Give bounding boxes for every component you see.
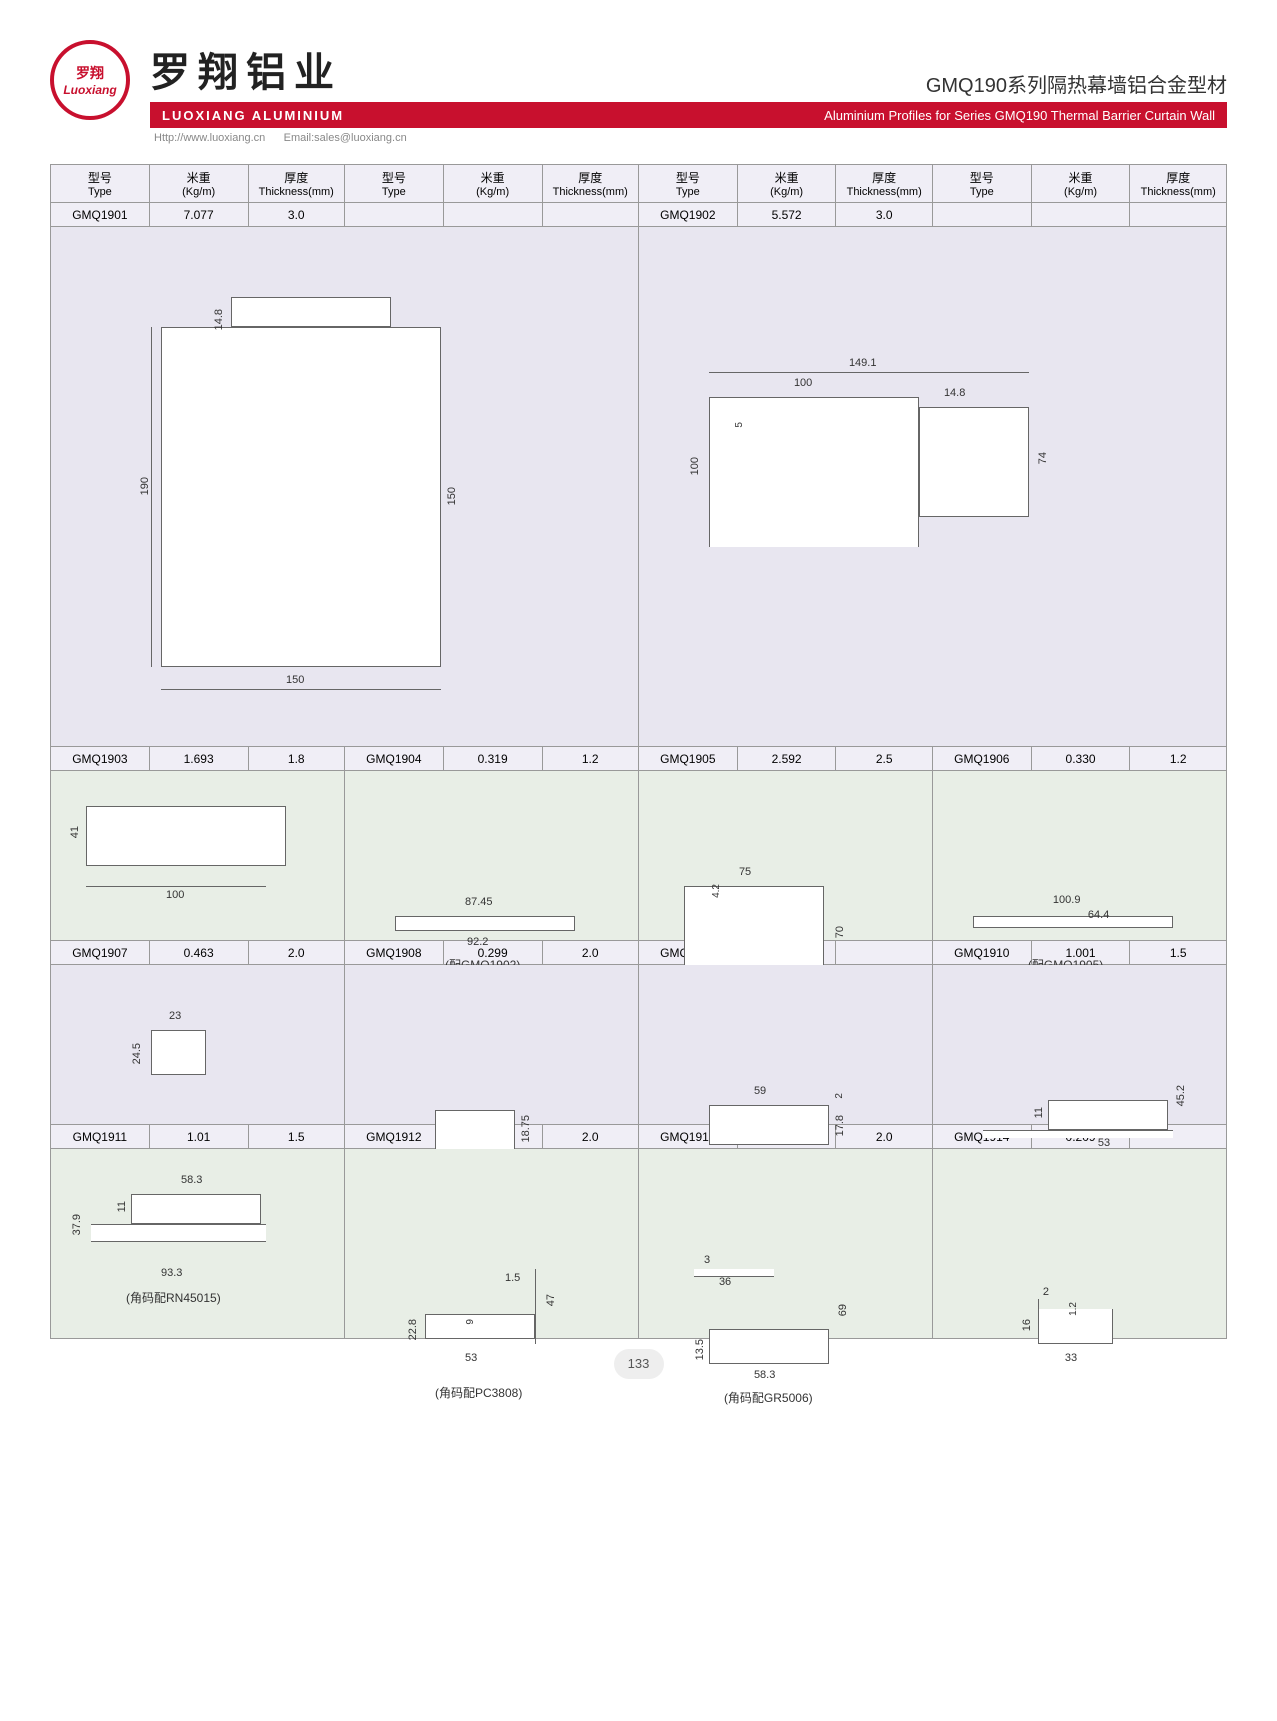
dim-15: 1.5 <box>505 1272 520 1284</box>
title-en: Aluminium Profiles for Series GMQ190 The… <box>824 108 1215 123</box>
dim-23: 23 <box>169 1010 181 1022</box>
spec-row-2: GMQ19031.6931.8 GMQ19040.3191.2 GMQ19052… <box>51 747 1227 771</box>
dim-36: 36 <box>719 1276 731 1288</box>
hdr-kg-ch: 米重 <box>152 169 246 186</box>
dim-41: 41 <box>69 826 81 838</box>
dim-933: 93.3 <box>161 1267 182 1279</box>
dim-228: 22.8 <box>407 1319 419 1340</box>
note-1912: (角码配PC3808) <box>435 1384 522 1401</box>
dim-75: 75 <box>739 866 751 878</box>
dim-583b: 58.3 <box>754 1369 775 1381</box>
dim-190: 190 <box>139 477 151 495</box>
dim-148: 14.8 <box>213 309 225 330</box>
dim-53b: 53 <box>465 1352 477 1364</box>
dim-53: 53 <box>1098 1137 1110 1149</box>
hdr-type-ch: 型号 <box>53 169 147 186</box>
dim-59: 59 <box>754 1085 766 1097</box>
dim-47: 47 <box>545 1294 557 1306</box>
dim-74: 74 <box>1037 452 1049 464</box>
diagram-row-3: 23 24.5 33.5 18.75 59 17.8 <box>51 965 1227 1125</box>
header-row: 型号Type 米重(Kg/m) 厚度Thickness(mm) 型号Type 米… <box>51 165 1227 203</box>
dim-1491: 149.1 <box>849 357 877 369</box>
logo-ch: 罗翔 <box>76 63 104 83</box>
note-1913: (角码配GR5006) <box>724 1389 813 1406</box>
dim-42: 4.2 <box>711 884 722 898</box>
dim-33: 33 <box>1065 1352 1077 1364</box>
dim-2: 2 <box>834 1093 845 1099</box>
diagram-gmq1902: 149.1 100 100 74 14.8 5 <box>639 227 1226 746</box>
dim-379: 37.9 <box>71 1214 83 1235</box>
dim-11: 11 <box>1033 1107 1045 1118</box>
dim-100h: 100 <box>689 457 701 475</box>
page-header: 罗翔 Luoxiang 罗翔铝业 GMQ190系列隔热幕墙铝合金型材 LUOXI… <box>50 40 1227 144</box>
dim-8745: 87.45 <box>465 896 493 908</box>
dim-3: 3 <box>704 1254 710 1266</box>
logo-en: Luoxiang <box>63 83 116 97</box>
dim-1875: 18.75 <box>520 1115 532 1143</box>
dim-1009: 100.9 <box>1053 894 1081 906</box>
dim-12: 1.2 <box>1068 1302 1079 1316</box>
hdr-type-en: Type <box>53 186 147 198</box>
email: Email:sales@luoxiang.cn <box>284 132 407 144</box>
diagram-gmq1901: 190 150 14.8 150 <box>51 227 638 746</box>
diagram-row-4: 58.3 11 37.9 93.3 (角码配RN45015) 1.5 47 22… <box>51 1149 1227 1339</box>
dim-148b: 14.8 <box>944 387 965 399</box>
dim-644: 64.4 <box>1088 909 1109 921</box>
dim-150h: 150 <box>446 487 458 505</box>
spec-row-1: GMQ1901 7.077 3.0 GMQ1902 5.572 3.0 <box>51 203 1227 227</box>
brand-ch: 罗翔铝业 <box>150 40 342 98</box>
dim-150w: 150 <box>286 674 304 686</box>
dim-100w: 100 <box>794 377 812 389</box>
dim-11b: 11 <box>116 1201 128 1212</box>
dim-100b: 100 <box>166 889 184 901</box>
page-number: 133 <box>614 1349 664 1379</box>
diagram-row-2: 41 100 87.45 92.2 (配GMQ1902) <box>51 771 1227 941</box>
dim-69: 69 <box>837 1304 849 1316</box>
note-1911: (角码配RN45015) <box>126 1289 221 1306</box>
cell-th: 3.0 <box>248 203 344 227</box>
dim-452: 45.2 <box>1175 1085 1187 1106</box>
dim-2b: 2 <box>1043 1286 1049 1298</box>
dim-245: 24.5 <box>131 1043 143 1064</box>
diagram-gmq1907: 23 24.5 <box>51 965 344 1124</box>
dim-178: 17.8 <box>834 1115 846 1136</box>
url: Http://www.luoxiang.cn <box>154 132 265 144</box>
diagram-gmq1911: 58.3 11 37.9 93.3 (角码配RN45015) <box>51 1149 344 1338</box>
hdr-kg-en: (Kg/m) <box>152 186 246 198</box>
diagram-gmq1903: 41 100 <box>51 771 344 940</box>
hdr-th-en: Thickness(mm) <box>251 186 342 198</box>
brand-en: LUOXIANG ALUMINIUM <box>162 108 344 123</box>
dim-135: 13.5 <box>694 1339 706 1360</box>
dim-922: 92.2 <box>467 936 488 948</box>
profile-table: 型号Type 米重(Kg/m) 厚度Thickness(mm) 型号Type 米… <box>50 164 1227 1339</box>
diagram-row-1: 190 150 14.8 150 149.1 100 100 <box>51 227 1227 747</box>
dim-16: 16 <box>1021 1319 1033 1331</box>
cell-type: GMQ1901 <box>51 203 150 227</box>
title-ch: GMQ190系列隔热幕墙铝合金型材 <box>926 69 1227 98</box>
hdr-th-ch: 厚度 <box>251 169 342 186</box>
cell-kg: 7.077 <box>149 203 248 227</box>
dim-9: 9 <box>465 1319 476 1325</box>
dim-70: 70 <box>834 926 846 938</box>
dim-583: 58.3 <box>181 1174 202 1186</box>
dim-5: 5 <box>734 422 745 428</box>
logo: 罗翔 Luoxiang <box>50 40 130 120</box>
red-bar: LUOXIANG ALUMINIUM Aluminium Profiles fo… <box>150 102 1227 128</box>
